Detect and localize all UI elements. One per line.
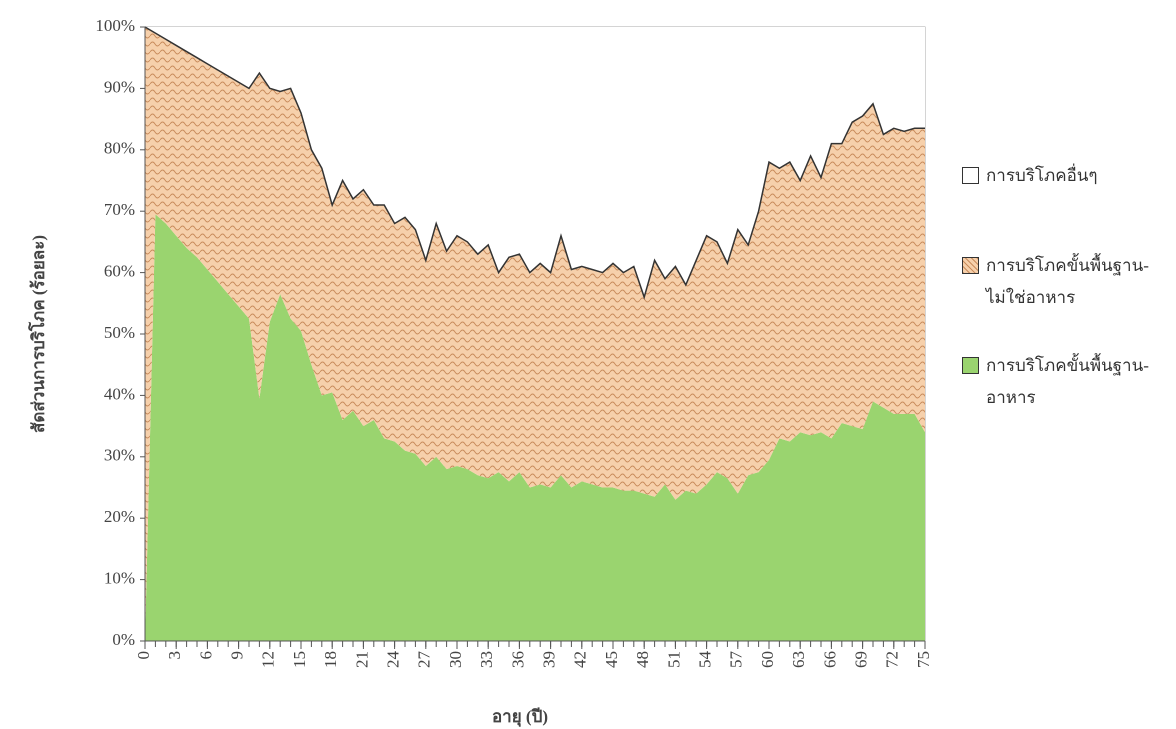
- x-tick-label: 66: [820, 651, 839, 668]
- x-tick-label: 9: [228, 651, 247, 660]
- x-tick-label: 75: [914, 651, 933, 668]
- legend-label: การบริโภคอื่นๆ: [986, 166, 1098, 185]
- x-tick-label: 27: [415, 651, 434, 669]
- x-tick-label: 45: [602, 651, 621, 668]
- legend-item: การบริโภคขั้นพื้นฐาน-ไม่ใช่อาหาร: [962, 250, 1167, 314]
- x-tick-label: 42: [571, 651, 590, 668]
- x-tick-label: 0: [134, 651, 153, 660]
- legend-swatch: [962, 357, 979, 374]
- area: [145, 214, 925, 641]
- area-outline: [144, 26, 925, 300]
- y-axis-title: สัดส่วนการบริโภค (ร้อยละ): [28, 235, 48, 433]
- x-axis-title: อายุ (ปี): [492, 706, 548, 727]
- area: [145, 27, 925, 298]
- y-tick-label: 80%: [104, 139, 135, 158]
- x-tick-label: 18: [321, 651, 340, 668]
- legend-swatch: [962, 257, 979, 274]
- x-tick-label: 60: [758, 651, 777, 668]
- x-tick-label: 39: [540, 651, 559, 668]
- x-tick-label: 24: [384, 651, 403, 669]
- x-tick-label: 21: [352, 651, 371, 668]
- x-tick-label: 51: [664, 651, 683, 668]
- y-tick-label: 20%: [104, 507, 135, 526]
- y-tick-label: 100%: [95, 16, 135, 35]
- x-tick-label: 33: [477, 651, 496, 668]
- y-tick-label: 60%: [104, 262, 135, 281]
- x-tick-label: 69: [852, 651, 871, 668]
- x-tick-label: 12: [259, 651, 278, 668]
- y-tick-label: 50%: [104, 323, 135, 342]
- y-tick-label: 70%: [104, 200, 135, 219]
- x-tick-label: 72: [883, 651, 902, 668]
- x-tick-label: 54: [696, 651, 715, 669]
- y-tick-label: 0%: [112, 630, 135, 649]
- x-tick-label: 57: [727, 651, 746, 669]
- x-tick-label: 15: [290, 651, 309, 668]
- x-tick-label: 48: [633, 651, 652, 668]
- legend-label: การบริโภคขั้นพื้นฐาน-ไม่ใช่อาหาร: [986, 256, 1149, 307]
- y-tick-label: 40%: [104, 384, 135, 403]
- area: [145, 27, 925, 641]
- x-tick-label: 3: [165, 651, 184, 660]
- x-tick-label: 63: [789, 651, 808, 668]
- x-tick-label: 30: [446, 651, 465, 668]
- y-tick-label: 10%: [104, 569, 135, 588]
- legend-label: การบริโภคขั้นพื้นฐาน-อาหาร: [986, 356, 1149, 407]
- x-tick-label: 36: [508, 651, 527, 668]
- legend-swatch: [962, 167, 979, 184]
- x-tick-label: 6: [196, 651, 215, 660]
- legend-item: การบริโภคอื่นๆ: [962, 160, 1167, 192]
- y-tick-label: 90%: [104, 77, 135, 96]
- y-tick-label: 30%: [104, 446, 135, 465]
- legend-item: การบริโภคขั้นพื้นฐาน-อาหาร: [962, 350, 1167, 414]
